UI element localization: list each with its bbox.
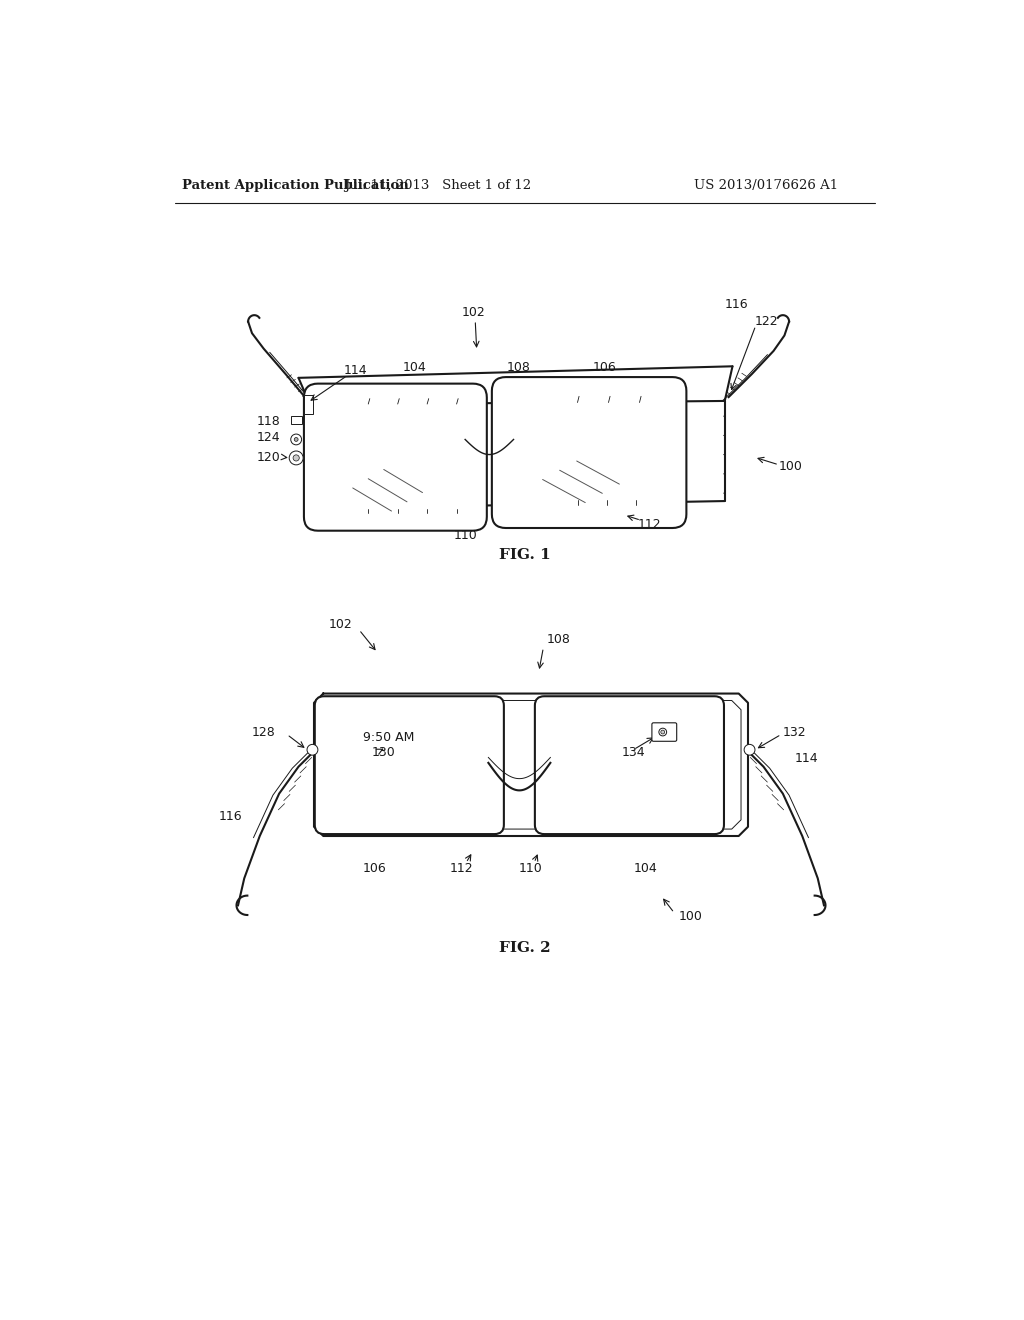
Circle shape [658,729,667,737]
Text: 102: 102 [329,618,352,631]
Text: 122: 122 [755,315,778,329]
Text: 9:50 AM: 9:50 AM [362,731,414,744]
Text: 100: 100 [779,459,803,473]
Text: 106: 106 [362,862,386,875]
Text: 134: 134 [622,746,645,759]
Text: 104: 104 [403,362,427,375]
Text: US 2013/0176626 A1: US 2013/0176626 A1 [693,178,838,191]
Text: 124: 124 [257,430,281,444]
Text: 128: 128 [252,726,275,739]
Ellipse shape [294,437,298,441]
FancyBboxPatch shape [492,378,686,528]
Text: 110: 110 [454,529,477,543]
FancyBboxPatch shape [304,384,486,531]
Ellipse shape [289,451,303,465]
Circle shape [660,730,665,734]
Circle shape [744,744,755,755]
Text: 112: 112 [638,517,662,531]
Ellipse shape [293,455,299,461]
FancyBboxPatch shape [535,696,724,834]
Text: 106: 106 [593,362,616,375]
Text: 114: 114 [343,363,367,376]
Text: 110: 110 [519,862,543,875]
Text: 118: 118 [257,416,281,428]
Text: 102: 102 [461,306,485,319]
Text: 108: 108 [506,362,530,375]
Bar [304,395,313,414]
Text: 130: 130 [372,746,396,759]
Text: 104: 104 [634,862,657,875]
FancyBboxPatch shape [652,723,677,742]
Text: Jul. 11, 2013   Sheet 1 of 12: Jul. 11, 2013 Sheet 1 of 12 [344,178,531,191]
Text: 112: 112 [450,862,473,875]
Text: 132: 132 [783,726,807,739]
Text: 100: 100 [678,911,702,924]
Text: 108: 108 [547,634,570,647]
Bar [291,416,302,424]
Ellipse shape [291,434,302,445]
Text: Patent Application Publication: Patent Application Publication [182,178,409,191]
Text: FIG. 1: FIG. 1 [499,548,551,562]
Circle shape [307,744,317,755]
FancyBboxPatch shape [314,696,504,834]
Text: FIG. 2: FIG. 2 [499,941,551,954]
Text: 114: 114 [795,752,818,766]
Text: 116: 116 [725,298,749,312]
Text: 120: 120 [257,450,281,463]
Text: 116: 116 [219,810,243,824]
